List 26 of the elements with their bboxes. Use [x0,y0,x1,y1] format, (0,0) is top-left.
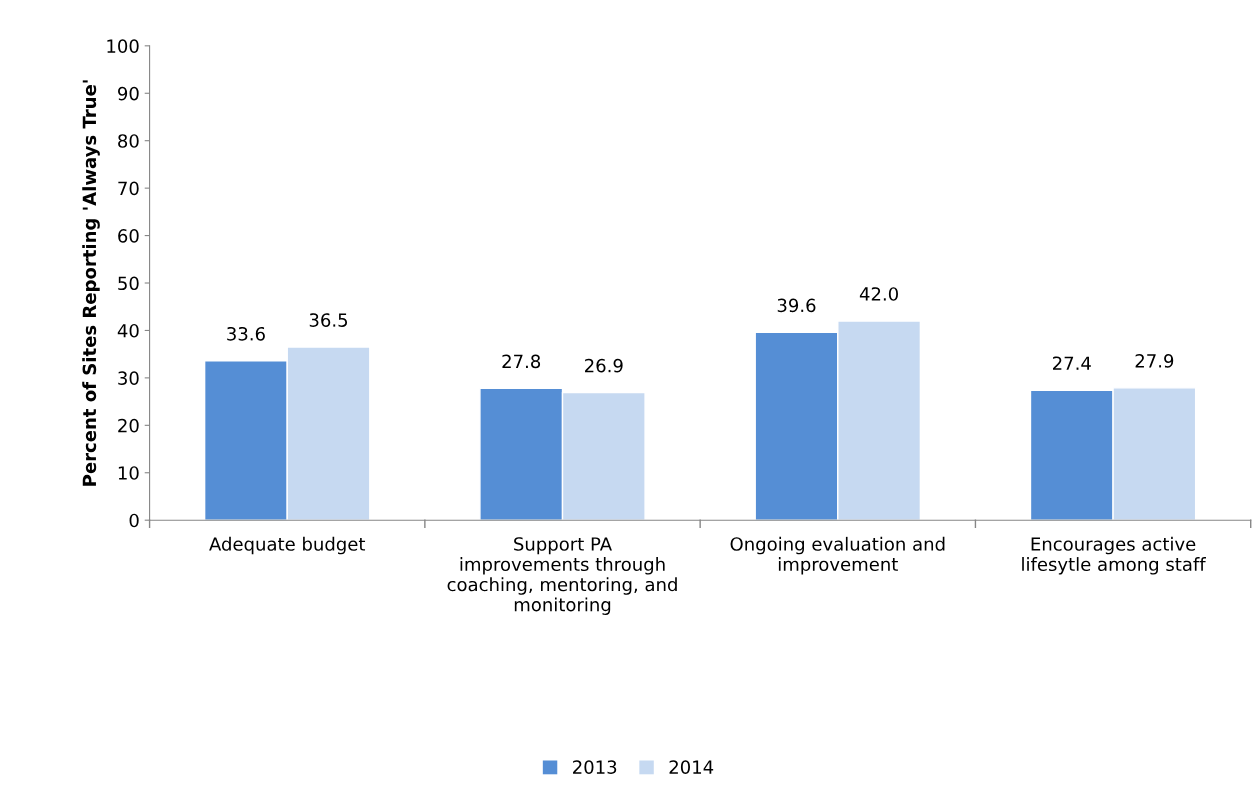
x-tick-label: Encourages active lifesytle among staff [1022,536,1206,575]
legend-label: 2014 [669,760,714,774]
y-tick-label: 90 [118,86,139,101]
y-tick-label: 20 [118,418,139,433]
y-tick-label: 60 [118,229,139,243]
y-tick-label: 0 [129,513,139,528]
legend-label: 2013 [573,760,617,774]
data-label: 27.4 [1053,356,1091,370]
y-tick-label: 70 [118,181,139,196]
x-tick-label: Ongoing evaluation and improvement [730,536,945,575]
y-tick-label: 50 [118,276,139,291]
data-label: 39.6 [777,298,816,313]
data-label: 33.6 [227,326,265,341]
data-label: 36.5 [309,313,348,327]
y-axis-title: Percent of Sites Reporting 'Always True' [82,80,100,486]
y-tick-label: 30 [118,371,139,385]
data-label: 42.0 [859,287,898,301]
y-tick-label: 40 [117,323,139,338]
y-tick-label: 100 [107,39,139,53]
x-tick-label: Support PA improvements through coaching, mentoring, and monitoring [447,537,677,615]
data-label: 26.9 [585,358,623,373]
data-label: 27.9 [1135,354,1174,368]
x-tick-label: Adequate budget [209,536,366,555]
y-tick-label: 80 [118,134,139,148]
data-label: 27.8 [502,354,541,369]
y-tick-label: 10 [118,466,139,480]
